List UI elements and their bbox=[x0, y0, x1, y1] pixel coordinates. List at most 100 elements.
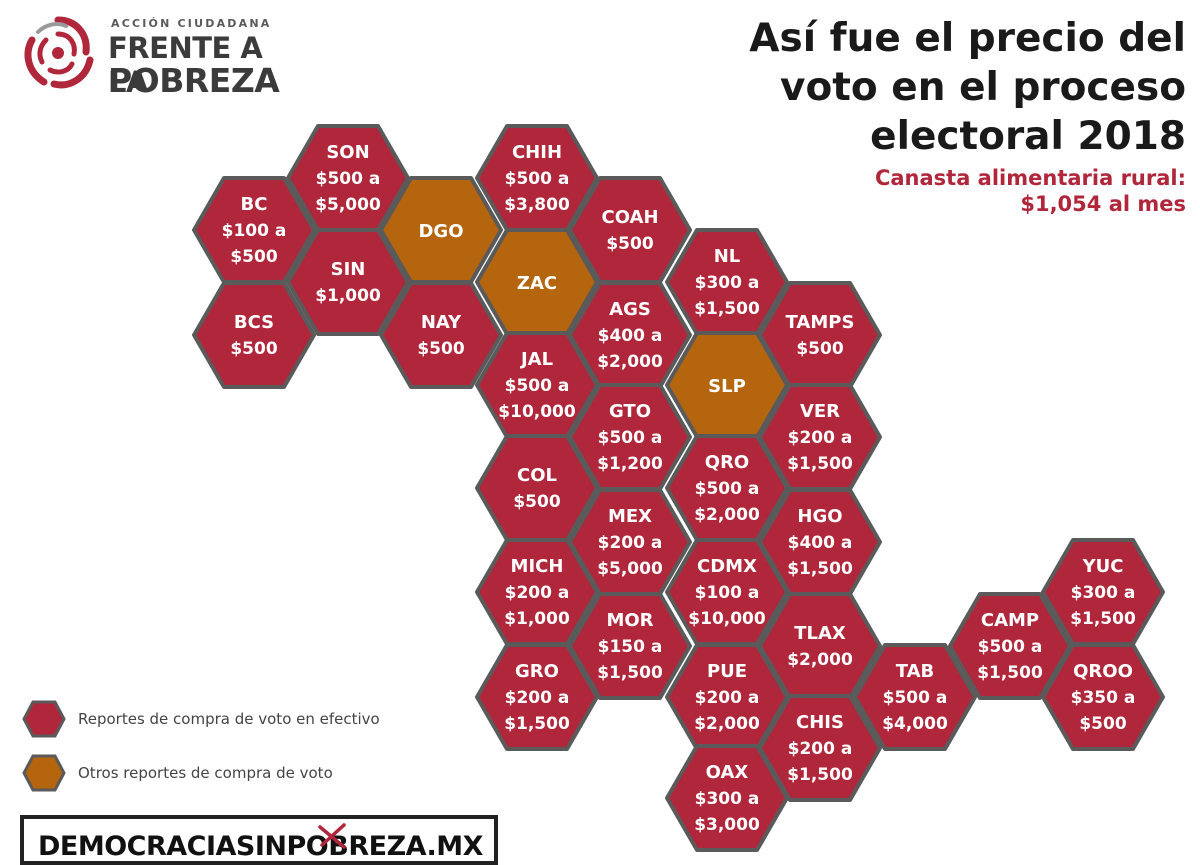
legend-hex-cash-icon bbox=[22, 700, 66, 738]
hex-mor: MOR $150 a $1,500 bbox=[568, 592, 692, 700]
state-code: SIN bbox=[331, 259, 366, 280]
legend-label-other: Otros reportes de compra de voto bbox=[78, 764, 333, 782]
state-code: QROO bbox=[1073, 661, 1133, 682]
logo-line1: FRENTE A LA bbox=[108, 31, 263, 99]
hex-jal: JAL $500 a $10,000 bbox=[475, 331, 599, 439]
price-range-line: $1,500 bbox=[787, 454, 853, 474]
state-code: MEX bbox=[608, 506, 652, 527]
price-range-line: $5,000 bbox=[315, 195, 381, 215]
price-range-line: $150 a bbox=[598, 637, 663, 657]
hex-pue: PUE $200 a $2,000 bbox=[665, 643, 789, 751]
hex-shape bbox=[379, 281, 503, 389]
hex-shape bbox=[475, 643, 599, 751]
price-range-line: $500 a bbox=[978, 637, 1043, 657]
logo-spiral-icon bbox=[24, 16, 94, 89]
price-range-line: $1,500 bbox=[1070, 609, 1136, 629]
cross-mark-icon bbox=[318, 823, 346, 849]
hex-camp: CAMP $500 a $1,500 bbox=[948, 592, 1072, 700]
state-code: CDMX bbox=[697, 556, 757, 577]
hex-shape bbox=[286, 228, 410, 336]
hex-qroo: QROO $350 a $500 bbox=[1041, 643, 1165, 751]
price-range-line: $1,500 bbox=[694, 299, 760, 319]
hex-bcs: BCS $500 bbox=[192, 281, 316, 389]
price-range-line: $400 a bbox=[788, 533, 853, 553]
state-code: BC bbox=[241, 194, 268, 215]
price-range-line: $500 a bbox=[316, 169, 381, 189]
state-code: JAL bbox=[519, 349, 553, 370]
hex-mich: MICH $200 a $1,000 bbox=[475, 538, 599, 646]
state-code: BCS bbox=[234, 312, 274, 333]
hex-gto: GTO $500 a $1,200 bbox=[568, 383, 692, 491]
price-range-line: $4,000 bbox=[882, 714, 948, 734]
state-code: COAH bbox=[601, 207, 658, 228]
hex-shape bbox=[665, 744, 789, 852]
price-range-line: $1,500 bbox=[977, 663, 1043, 683]
hex-ver: VER $200 a $1,500 bbox=[758, 383, 882, 491]
price-range-line: $350 a bbox=[1071, 688, 1136, 708]
hex-shape bbox=[192, 281, 316, 389]
footer-website[interactable]: DEMOCRACIASINPOBREZA.MX bbox=[20, 815, 498, 865]
hex-son: SON $500 a $5,000 bbox=[286, 124, 410, 232]
price-range-line: $200 a bbox=[695, 688, 760, 708]
price-range-line: $400 a bbox=[598, 326, 663, 346]
page-title: Así fue el precio del voto en el proceso… bbox=[666, 14, 1186, 161]
price-range-line: $200 a bbox=[505, 688, 570, 708]
state-code: MOR bbox=[606, 610, 653, 631]
price-range-line: $200 a bbox=[598, 533, 663, 553]
logo-tagline: ACCIÓN CIUDADANA bbox=[111, 17, 272, 30]
price-range-line: $1,000 bbox=[315, 286, 381, 306]
price-range-line: $3,000 bbox=[694, 815, 760, 835]
hex-shape bbox=[948, 592, 1072, 700]
title-line-2: voto en el proceso bbox=[780, 65, 1186, 110]
state-code: QRO bbox=[705, 452, 749, 473]
price-range-line: $100 a bbox=[222, 221, 287, 241]
hex-yuc: YUC $300 a $1,500 bbox=[1041, 538, 1165, 646]
price-range-line: $500 bbox=[230, 339, 277, 359]
price-range-line: $2,000 bbox=[597, 352, 663, 372]
price-range-line: $100 a bbox=[695, 583, 760, 603]
price-range-line: $2,000 bbox=[787, 650, 853, 670]
hex-hgo: HGO $400 a $1,500 bbox=[758, 488, 882, 596]
legend-item-cash: Reportes de compra de voto en efectivo bbox=[22, 700, 380, 738]
footer-url: DEMOCRACIASINPOBREZA.MX bbox=[38, 831, 484, 862]
legend-label-cash: Reportes de compra de voto en efectivo bbox=[78, 710, 380, 728]
price-range-line: $10,000 bbox=[498, 402, 576, 422]
hex-col: COL $500 bbox=[475, 434, 599, 542]
legend-hex-other-icon bbox=[22, 754, 66, 792]
state-code: CHIS bbox=[796, 712, 844, 733]
state-code: YUC bbox=[1082, 556, 1124, 577]
price-range-line: $5,000 bbox=[597, 559, 663, 579]
hex-shape bbox=[1041, 643, 1165, 751]
state-code: NL bbox=[714, 246, 741, 267]
price-range-line: $500 bbox=[230, 247, 277, 267]
state-code: MICH bbox=[511, 556, 564, 577]
price-range-line: $10,000 bbox=[688, 609, 766, 629]
price-range-line: $500 a bbox=[505, 376, 570, 396]
price-range-line: $1,500 bbox=[597, 663, 663, 683]
state-code: GRO bbox=[515, 661, 559, 682]
state-code: GTO bbox=[609, 401, 651, 422]
price-range-line: $500 bbox=[606, 234, 653, 254]
hex-tab: TAB $500 a $4,000 bbox=[853, 643, 977, 751]
legend-item-other: Otros reportes de compra de voto bbox=[22, 754, 333, 792]
price-range-line: $200 a bbox=[505, 583, 570, 603]
price-range-line: $2,000 bbox=[694, 714, 760, 734]
state-code: SON bbox=[326, 142, 369, 163]
title-line-1: Así fue el precio del bbox=[749, 16, 1186, 61]
subtitle-amount: $1,054 al mes bbox=[1020, 192, 1186, 216]
price-range-line: $300 a bbox=[1071, 583, 1136, 603]
subtitle-basket: Canasta alimentaria rural: bbox=[874, 166, 1186, 190]
hex-gro: GRO $200 a $1,500 bbox=[475, 643, 599, 751]
hex-cdmx: CDMX $100 a $10,000 bbox=[665, 538, 789, 646]
hex-mex: MEX $200 a $5,000 bbox=[568, 488, 692, 596]
hex-shape bbox=[568, 592, 692, 700]
price-range-line: $1,200 bbox=[597, 454, 663, 474]
price-range-line: $1,500 bbox=[787, 559, 853, 579]
logo: ACCIÓN CIUDADANA FRENTE A LA POBREZA bbox=[18, 10, 280, 100]
state-code: AGS bbox=[609, 299, 651, 320]
state-code: NAY bbox=[421, 312, 462, 333]
state-code: CHIH bbox=[512, 142, 562, 163]
hex-nay: NAY $500 bbox=[379, 281, 503, 389]
state-code: OAX bbox=[706, 762, 749, 783]
